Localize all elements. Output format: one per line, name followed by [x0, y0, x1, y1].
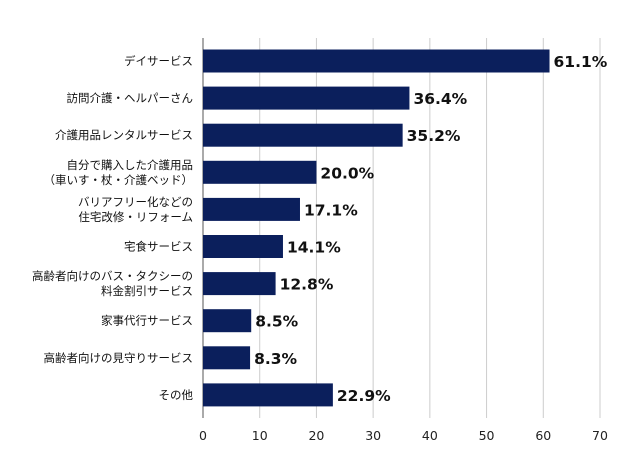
category-label: 宅食サービス — [124, 240, 193, 254]
value-label: 61.1% — [554, 53, 608, 71]
category-label: 高齢者向けの見守りサービス — [44, 351, 194, 365]
value-label: 17.1% — [304, 201, 358, 219]
bar — [203, 160, 317, 184]
bar — [203, 49, 550, 73]
bar — [203, 197, 300, 221]
x-tick-label: 40 — [422, 428, 438, 443]
category-label: バリアフリー化などの — [78, 195, 193, 209]
category-label: 訪問介護・ヘルパーさん — [67, 91, 194, 105]
value-label: 22.9% — [337, 387, 391, 405]
category-label: その他 — [159, 388, 194, 402]
category-label: デイサービス — [124, 54, 193, 68]
value-label: 36.4% — [413, 90, 467, 108]
category-label: 料金割引サービス — [101, 284, 193, 298]
value-labels: 61.1% 36.4% 35.2% 20.0% 17.1% 14.1% 12.8% 8.5% 8… — [254, 53, 608, 405]
value-label: 20.0% — [320, 164, 374, 182]
bar — [203, 346, 251, 370]
category-label: 高齢者向けのバス・タクシーの — [32, 269, 193, 283]
value-label: 8.3% — [254, 350, 297, 368]
x-tick-label: 30 — [365, 428, 381, 443]
x-tick-label: 60 — [535, 428, 551, 443]
x-tick-label: 50 — [479, 428, 495, 443]
bar — [203, 309, 252, 333]
value-label: 8.5% — [255, 313, 298, 331]
x-tick-label: 10 — [252, 428, 268, 443]
category-label: 自分で購入した介護用品 — [67, 158, 194, 172]
category-label: 介護用品レンタルサービス — [55, 128, 193, 142]
category-label: 家事代行サービス — [101, 314, 193, 328]
bar — [203, 235, 283, 258]
bar — [203, 272, 276, 296]
x-tick-label: 20 — [308, 428, 324, 443]
value-label: 35.2% — [407, 127, 461, 145]
bar — [203, 383, 333, 407]
bar — [203, 86, 410, 110]
x-tick-label: 0 — [199, 428, 207, 443]
value-label: 12.8% — [280, 276, 334, 294]
x-axis-ticks: 0 10 20 30 40 50 60 70 — [199, 428, 608, 443]
value-label: 14.1% — [287, 239, 341, 257]
category-label: 住宅改修・リフォーム — [78, 210, 193, 224]
x-tick-label: 70 — [592, 428, 608, 443]
bars — [203, 49, 550, 407]
category-label: （車いす・杖・介護ベッド） — [44, 173, 194, 187]
bar — [203, 123, 403, 147]
category-labels: デイサービス訪問介護・ヘルパーさん介護用品レンタルサービス自分で購入した介護用品… — [32, 54, 193, 402]
